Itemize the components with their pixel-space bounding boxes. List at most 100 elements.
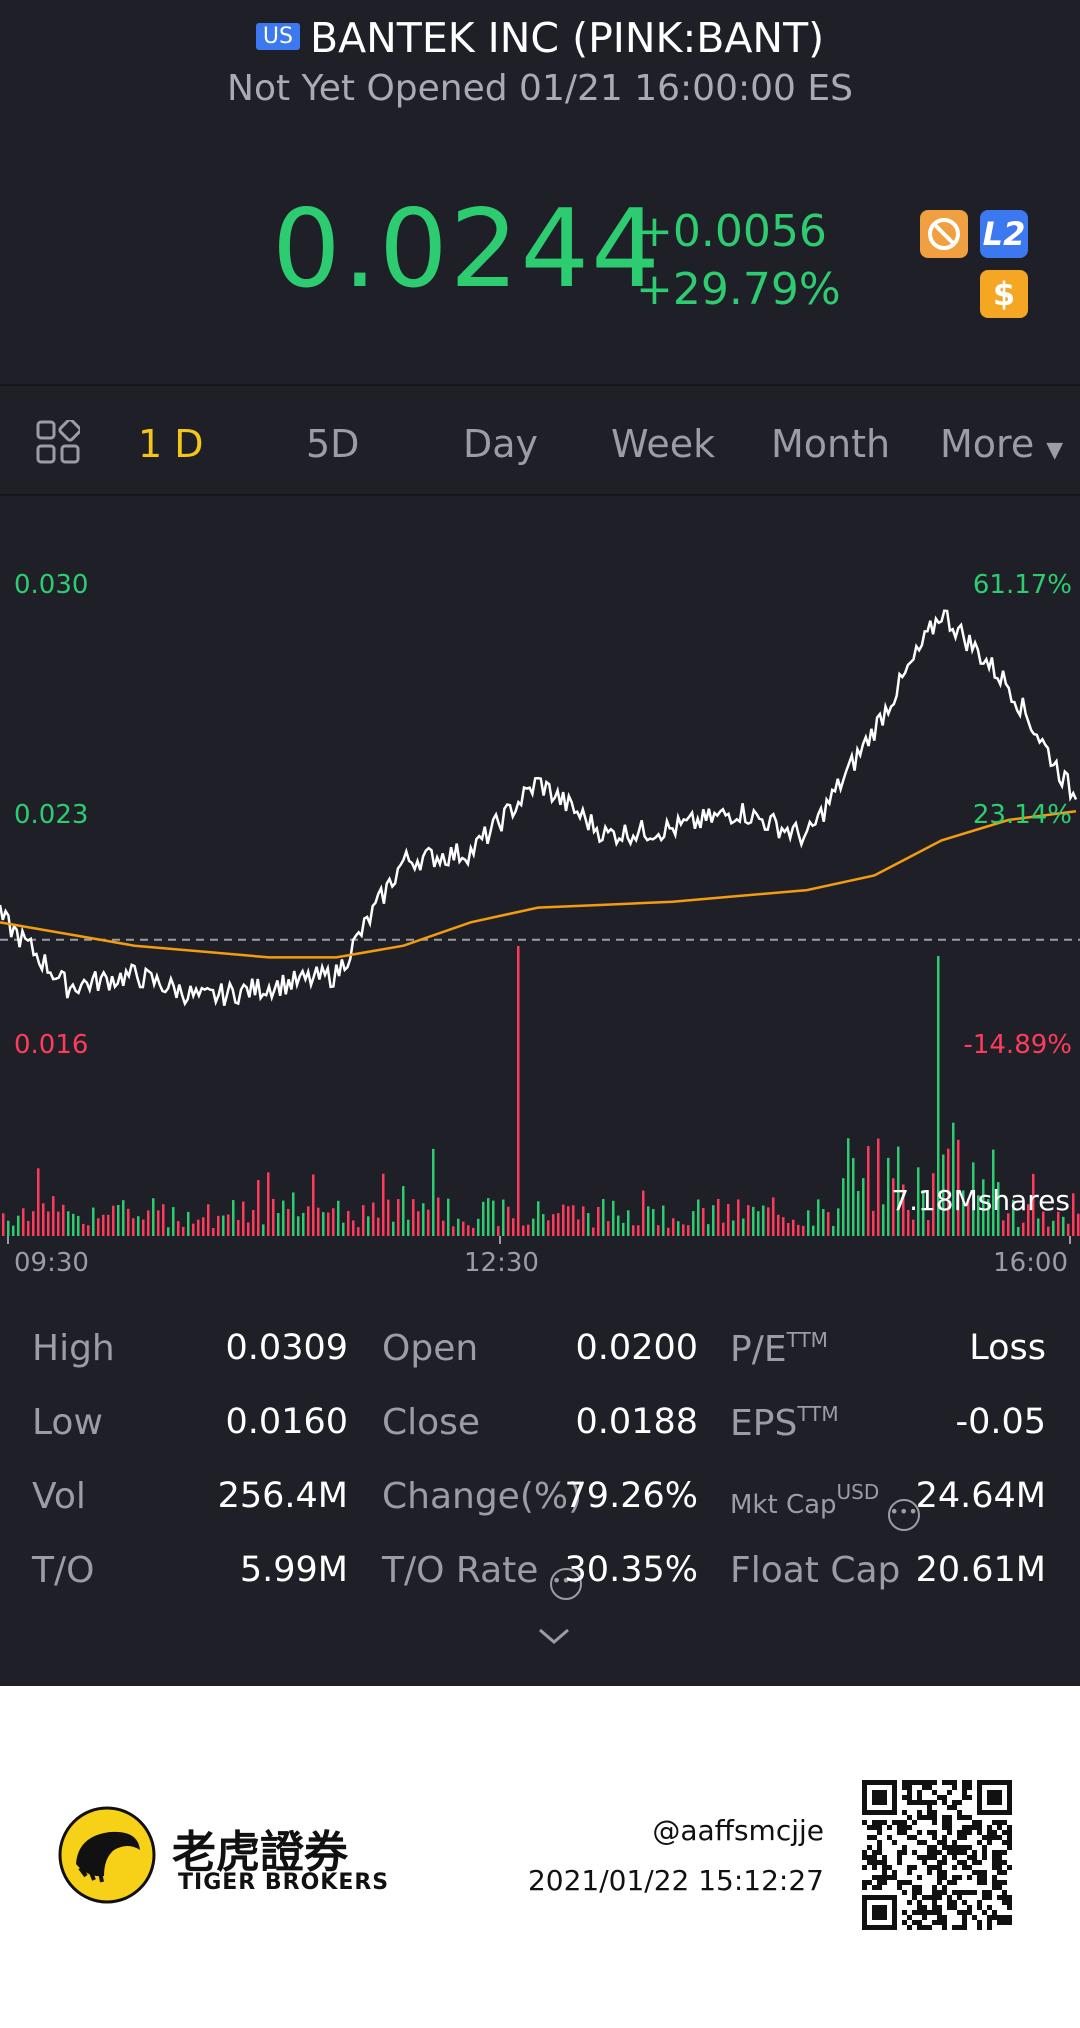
volume-bar [877, 1138, 880, 1236]
qr-module [867, 1855, 872, 1860]
qr-module [902, 1890, 907, 1895]
qr-module [972, 1825, 977, 1830]
qr-module [957, 1800, 962, 1805]
qr-module [977, 1825, 982, 1830]
qr-module [932, 1890, 937, 1895]
qr-module [882, 1875, 887, 1880]
qr-module [947, 1845, 952, 1850]
stat-close-value: 0.0188 [575, 1402, 698, 1442]
qr-module [932, 1835, 937, 1840]
qr-module [912, 1835, 917, 1840]
tab-day[interactable]: Day [463, 422, 539, 466]
qr-module [862, 1885, 867, 1890]
qr-module [982, 1875, 987, 1880]
qr-module [1007, 1840, 1012, 1845]
volume-bar [402, 1186, 405, 1236]
qr-module [1002, 1880, 1007, 1885]
volume-bar [817, 1199, 820, 1236]
tab-month[interactable]: Month [771, 422, 891, 466]
qr-module [1007, 1830, 1012, 1835]
qr-module [942, 1845, 947, 1850]
qr-module [1002, 1830, 1007, 1835]
qr-module [897, 1885, 902, 1890]
qr-module [947, 1815, 952, 1820]
qr-module [882, 1860, 887, 1865]
qr-module [952, 1925, 957, 1930]
stat-torate-label[interactable]: T/O Rate ••• [382, 1550, 582, 1600]
volume-bar [7, 1220, 10, 1236]
stat-pe-sup: TTM [786, 1328, 828, 1352]
volume-bar [147, 1210, 150, 1236]
qr-module [977, 1840, 982, 1845]
market-status: Not Yet Opened 01/21 16:00:00 ES [227, 68, 853, 109]
dollar-icon[interactable]: $ [980, 270, 1028, 318]
stat-low-label: Low [32, 1402, 103, 1443]
volume-bar [432, 1148, 435, 1236]
volume-bar [152, 1198, 155, 1236]
more-info-icon[interactable]: ••• [549, 1568, 582, 1600]
qr-code-icon [862, 1780, 1012, 1934]
volume-bar [932, 1173, 935, 1236]
volume-bar [212, 1227, 215, 1236]
volume-bar [577, 1219, 580, 1236]
qr-module [952, 1900, 957, 1905]
intraday-chart[interactable]: 0.030 0.023 0.016 61.17% 23.14% -14.89% … [0, 496, 1080, 1306]
expand-chevron-icon[interactable] [536, 1624, 572, 1652]
volume-bar [142, 1219, 145, 1236]
qr-module [977, 1920, 982, 1925]
volume-bar [247, 1222, 250, 1236]
tab-week[interactable]: Week [611, 422, 716, 466]
qr-module [952, 1780, 957, 1785]
volume-bar [1057, 1211, 1060, 1236]
stat-mktcap-label[interactable]: Mkt CapUSD ••• [730, 1480, 920, 1531]
qr-module [867, 1845, 872, 1850]
no-entry-icon[interactable] [920, 210, 968, 258]
volume-bar [127, 1208, 130, 1236]
volume-bar [357, 1227, 360, 1236]
tab-5d[interactable]: 5D [306, 422, 360, 466]
tab-1d[interactable]: 1 D [138, 422, 204, 466]
qr-module [1002, 1820, 1007, 1825]
qr-module [917, 1790, 922, 1795]
qr-module [947, 1905, 952, 1910]
qr-module [962, 1835, 967, 1840]
qr-module [917, 1810, 922, 1815]
qr-module [932, 1865, 937, 1870]
volume-bar [42, 1203, 45, 1236]
layout-grid-icon[interactable] [36, 418, 82, 468]
qr-module [937, 1915, 942, 1920]
qr-module [977, 1905, 982, 1910]
tab-more[interactable]: More ▼ [940, 422, 1063, 466]
volume-bar [312, 1174, 315, 1236]
qr-module [967, 1830, 972, 1835]
qr-module [982, 1895, 987, 1900]
qr-module [962, 1925, 967, 1930]
qr-module [997, 1895, 1002, 1900]
volume-bar [917, 1167, 920, 1236]
volume-bar [887, 1157, 890, 1236]
qr-module [902, 1880, 907, 1885]
chevron-down-icon: ▼ [1046, 438, 1064, 463]
qr-module [917, 1920, 922, 1925]
qr-module [927, 1855, 932, 1860]
qr-module [912, 1850, 917, 1855]
qr-module [892, 1875, 897, 1880]
level2-icon[interactable]: L2 [980, 210, 1028, 258]
volume-bar [907, 1209, 910, 1236]
qr-module [962, 1900, 967, 1905]
qr-module [947, 1825, 952, 1830]
stat-to-value: 5.99M [239, 1550, 348, 1590]
qr-module [932, 1810, 937, 1815]
qr-module [1002, 1900, 1007, 1905]
qr-module [882, 1820, 887, 1825]
stat-eps-text: EPS [730, 1403, 798, 1444]
volume-bar [392, 1221, 395, 1236]
qr-module [962, 1815, 967, 1820]
stat-floatcap-value: 20.61M [915, 1550, 1046, 1590]
qr-module [902, 1830, 907, 1835]
volume-bar [632, 1225, 635, 1236]
qr-module [947, 1900, 952, 1905]
qr-module [912, 1895, 917, 1900]
more-info-icon[interactable]: ••• [887, 1499, 920, 1531]
qr-module [917, 1890, 922, 1895]
